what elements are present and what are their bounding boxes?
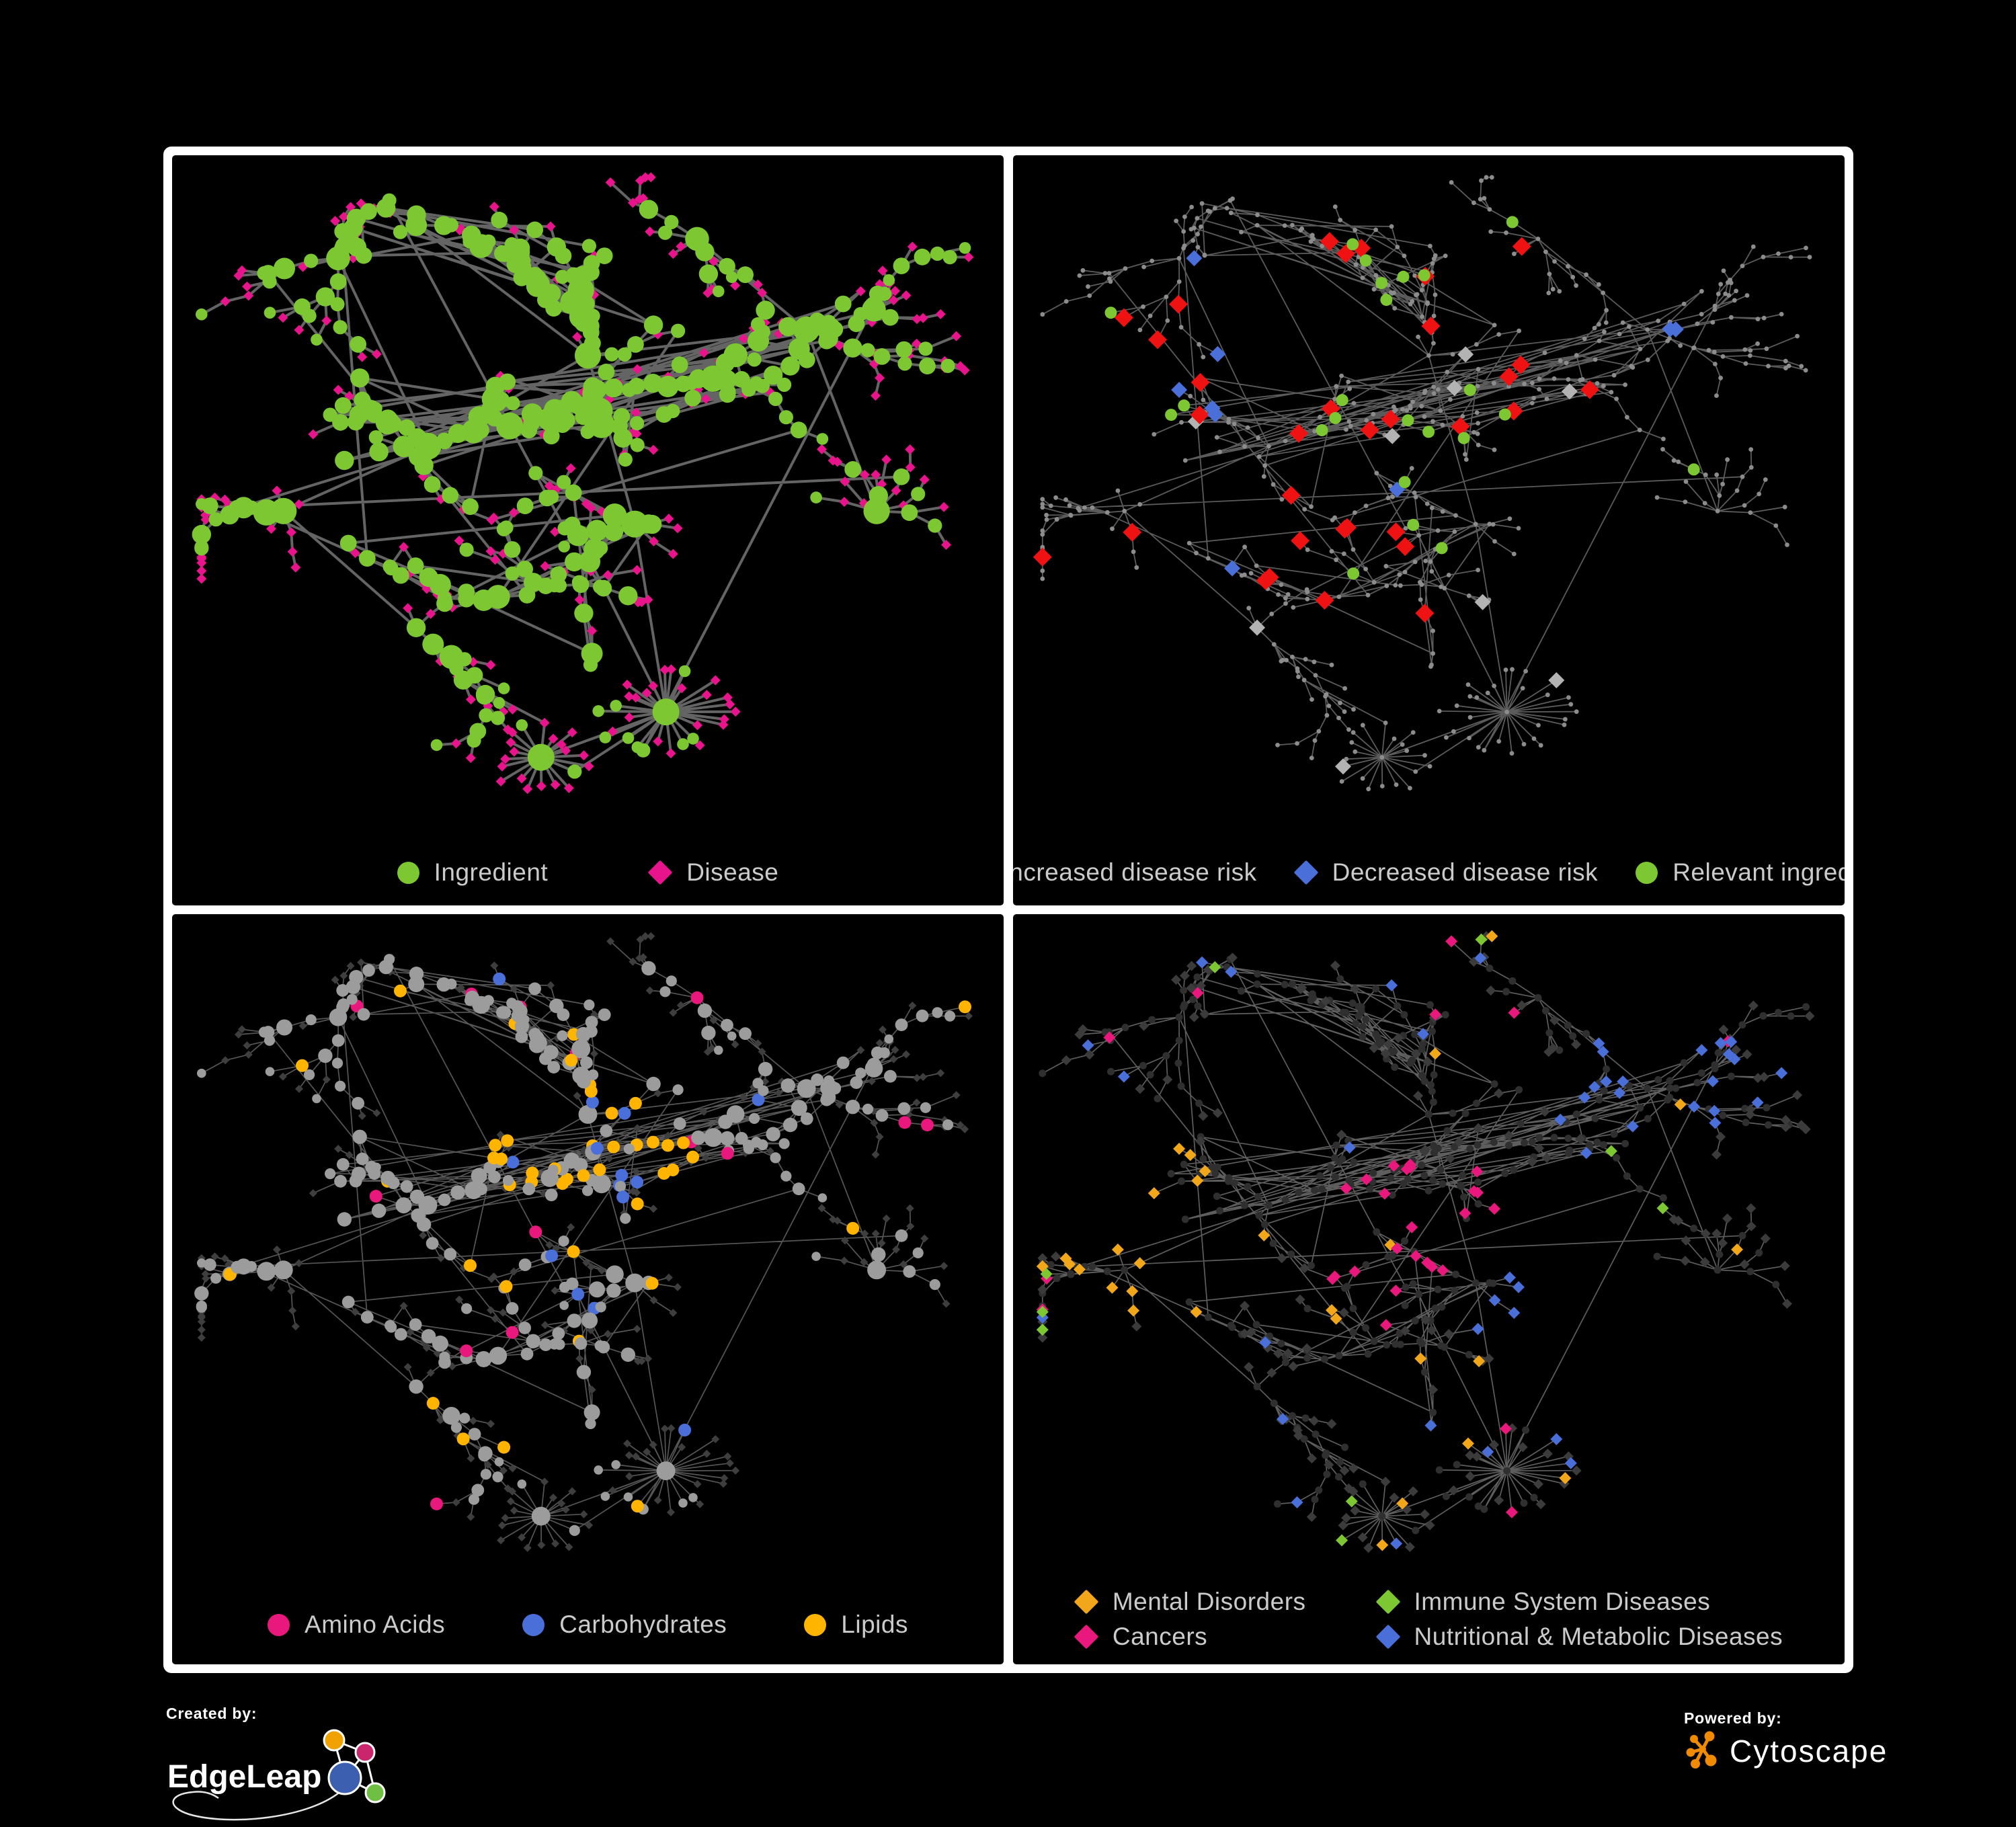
legend-item-disease: Disease xyxy=(647,858,779,887)
legend-label: Amino Acids xyxy=(305,1611,446,1638)
panel-disease-risk: Increased disease risk Decreased disease … xyxy=(1013,155,1845,905)
powered-by-label: Powered by: xyxy=(1684,1709,1782,1727)
panel-disease-classes: Mental Disorders Immune System Diseases Ca… xyxy=(1013,914,1845,1664)
legend-marker-circle-icon xyxy=(804,1613,827,1636)
edgeleap-node-magenta xyxy=(354,1742,376,1763)
legend-nutrient-classes: Amino Acids Carbohydrates Lipids xyxy=(172,1611,1004,1639)
legend-marker-diamond-icon xyxy=(647,860,673,885)
panel-ingredient-disease: Ingredient Disease xyxy=(172,155,1004,905)
network-graph-nutrient-classes xyxy=(194,932,973,1552)
edgeleap-node-green xyxy=(364,1782,386,1803)
legend-ingredient-disease: Ingredient Disease xyxy=(172,858,1004,887)
network-graph-disease-classes xyxy=(1036,930,1815,1553)
cytoscape-logo-icon xyxy=(1686,1731,1717,1769)
edgeleap-network-icon xyxy=(323,1729,386,1803)
legend-item-cancers: Cancers xyxy=(1074,1623,1306,1651)
legend-label: Lipids xyxy=(841,1611,908,1638)
legend-item-nutritional-metabolic-diseases: Nutritional & Metabolic Diseases xyxy=(1375,1623,1783,1651)
legend-marker-diamond-icon xyxy=(1375,1589,1400,1615)
legend-item-immune-system-diseases: Immune System Diseases xyxy=(1375,1588,1783,1616)
legend-marker-circle-icon xyxy=(1636,861,1658,884)
edgeleap-logo: EdgeLeap xyxy=(167,1729,386,1821)
legend-item-ingredient: Ingredient xyxy=(397,858,549,887)
edgeleap-logo-text: EdgeLeap xyxy=(167,1759,321,1795)
panel-nutrient-classes: Amino Acids Carbohydrates Lipids xyxy=(172,914,1004,1664)
legend-label: Disease xyxy=(686,858,779,886)
legend-marker-diamond-icon xyxy=(1074,1624,1099,1650)
edgeleap-swoosh xyxy=(172,1789,343,1821)
cytoscape-logo-text: Cytoscape xyxy=(1730,1734,1888,1769)
legend-disease-classes: Mental Disorders Immune System Diseases Ca… xyxy=(1013,1588,1845,1651)
legend-label: Ingredient xyxy=(434,858,549,886)
legend-item-amino-acids: Amino Acids xyxy=(268,1611,445,1639)
legend-label: Cancers xyxy=(1112,1623,1208,1650)
edgeleap-node-blue xyxy=(327,1760,362,1795)
legend-label: Mental Disorders xyxy=(1112,1588,1306,1615)
legend-item-mental-disorders: Mental Disorders xyxy=(1074,1588,1306,1616)
legend-marker-diamond-icon xyxy=(1293,860,1319,885)
legend-label: Increased disease risk xyxy=(1013,858,1257,886)
legend-marker-diamond-icon xyxy=(1074,1589,1099,1615)
legend-disease-risk: Increased disease risk Decreased disease … xyxy=(1013,858,1845,887)
edgeleap-node-orange xyxy=(323,1729,346,1752)
legend-item-lipids: Lipids xyxy=(804,1611,908,1639)
legend-label: Nutritional & Metabolic Diseases xyxy=(1414,1623,1783,1650)
cytoscape-branding: Powered by: Cytoscape xyxy=(1684,1709,1888,1772)
legend-item-relevant-ingredient: Relevant ingredient xyxy=(1636,858,1845,887)
legend-marker-circle-icon xyxy=(397,861,419,884)
edgeleap-branding: Created by: EdgeLeap xyxy=(166,1705,462,1827)
legend-label: Decreased disease risk xyxy=(1332,858,1599,886)
legend-marker-circle-icon xyxy=(522,1613,545,1636)
created-by-label: Created by: xyxy=(166,1705,257,1722)
legend-item-increased-disease-risk: Increased disease risk xyxy=(1013,858,1257,887)
legend-label: Carbohydrates xyxy=(559,1611,727,1638)
legend-label: Immune System Diseases xyxy=(1414,1588,1711,1615)
legend-marker-circle-icon xyxy=(268,1613,290,1636)
figure-frame: Ingredient Disease Increased disease risk… xyxy=(163,147,1853,1673)
network-graph-ingredient-disease xyxy=(192,172,974,795)
legend-item-carbohydrates: Carbohydrates xyxy=(522,1611,727,1639)
legend-label: Relevant ingredient xyxy=(1672,858,1845,886)
legend-marker-diamond-icon xyxy=(1375,1624,1400,1650)
network-graph-disease-risk xyxy=(1033,175,1812,792)
legend-item-decreased-disease-risk: Decreased disease risk xyxy=(1293,858,1599,887)
